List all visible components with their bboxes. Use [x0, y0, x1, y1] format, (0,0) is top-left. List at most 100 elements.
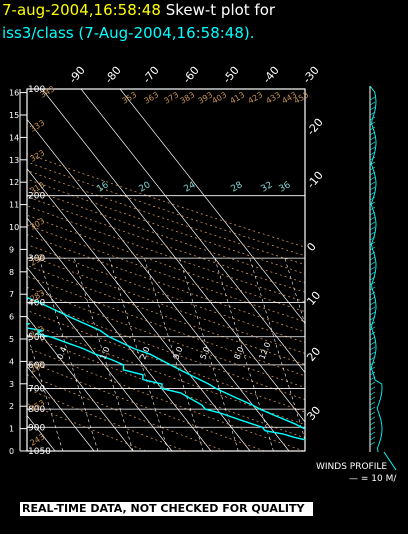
- dry-adiabat-line: [27, 264, 305, 365]
- mixing-ratio-label: 20: [138, 180, 153, 195]
- mixing-ratio-line: [249, 258, 305, 441]
- wind-barb: [369, 126, 376, 131]
- height-label: 9: [9, 245, 14, 254]
- wind-barb: [369, 361, 376, 366]
- wind-barb: [369, 406, 376, 411]
- dry-adiabat-line: [27, 224, 305, 323]
- title-subtitle: iss3/class (7-Aug-2004,16:58:48).: [2, 24, 255, 42]
- theta-label-top: 403: [211, 90, 229, 105]
- mixing-ratio-line: [38, 258, 99, 451]
- theta-label-left: 323: [29, 148, 47, 163]
- wind-barb: [369, 221, 376, 226]
- theta-label-top: 383: [179, 90, 197, 105]
- wind-profile-scale: — = 10 M/: [349, 474, 397, 484]
- wind-barb: [369, 326, 376, 331]
- wind-barb: [369, 271, 376, 276]
- wind-barb: [369, 366, 376, 371]
- pressure-label: 500: [28, 333, 45, 343]
- wind-barb: [369, 246, 376, 251]
- wind-barb: [369, 401, 376, 406]
- top-temp-label: -50: [220, 64, 242, 86]
- dry-adiabat-line: [27, 254, 305, 354]
- height-label: 5: [9, 335, 14, 344]
- wind-barb: [369, 296, 376, 301]
- height-label: 3: [9, 380, 14, 389]
- wind-profile-title: WINDS PROFILE: [316, 462, 388, 472]
- wind-barb: [369, 276, 376, 281]
- wind-surface-barb: [383, 451, 397, 471]
- wind-barb: [369, 301, 376, 306]
- label-layer: 1002003004005006007008009001050012345678…: [9, 64, 326, 457]
- top-temp-label: -40: [260, 64, 282, 86]
- wind-barb: [369, 316, 376, 321]
- wind-barb: [369, 171, 376, 176]
- isotherm-line: [41, 89, 305, 423]
- pressure-label: 200: [28, 192, 45, 202]
- plot-frame: [26, 88, 306, 452]
- height-label: 16: [9, 89, 19, 98]
- wind-barb: [369, 186, 376, 191]
- theta-label-top: 453: [293, 90, 311, 105]
- quality-banner: REAL-TIME DATA, NOT CHECKED FOR QUALITY: [20, 502, 313, 516]
- wind-barb: [369, 236, 376, 241]
- wind-barb: [369, 371, 376, 376]
- height-label: 2: [9, 402, 14, 411]
- height-label: 10: [9, 223, 19, 232]
- temperature-trace: [27, 296, 305, 430]
- wind-trace: [369, 85, 383, 453]
- pressure-label: 700: [28, 385, 45, 395]
- height-label: 1: [9, 425, 14, 434]
- wind-barb: [369, 181, 376, 186]
- isotherm-line: [27, 316, 134, 451]
- wind-barb: [369, 226, 376, 231]
- wind-barb: [369, 306, 376, 311]
- top-temp-label: -80: [102, 64, 124, 86]
- wind-barb: [369, 101, 376, 106]
- right-temp-label: 20: [304, 345, 323, 364]
- wind-barb: [369, 291, 376, 296]
- pressure-label: 800: [28, 405, 45, 415]
- dry-adiabat-line: [27, 275, 305, 377]
- height-label: 8: [9, 268, 14, 277]
- wind-barb: [369, 441, 376, 446]
- wind-barb: [369, 166, 376, 171]
- wind-barb: [369, 241, 376, 246]
- wind-barb: [369, 111, 376, 116]
- wind-barb: [369, 421, 376, 426]
- dry-adiabat-line: [27, 187, 305, 284]
- dry-adiabat-line: [27, 153, 305, 248]
- wind-barb: [369, 231, 376, 236]
- pressure-label: 900: [28, 423, 45, 433]
- height-label: 7: [9, 290, 14, 299]
- wind-barb: [369, 96, 376, 101]
- wind-barb: [369, 211, 376, 216]
- pressure-label: 1050: [28, 447, 51, 457]
- wind-barb: [369, 356, 376, 361]
- mixing-ratio-line: [144, 258, 204, 451]
- height-label: 4: [9, 357, 14, 366]
- isotherm-line: [27, 266, 173, 451]
- mixing-ratio-low-label: 12.0: [258, 341, 273, 361]
- pressure-label: 400: [28, 298, 45, 308]
- top-temp-label: -90: [66, 64, 88, 86]
- mixing-ratio-low-label: 8.0: [233, 346, 246, 361]
- wind-barb: [369, 176, 376, 181]
- height-label: 12: [9, 178, 19, 187]
- mixing-ratio-label: 32: [260, 180, 275, 194]
- mixing-ratio-label: 16: [96, 180, 111, 195]
- dry-adiabat-line: [27, 388, 186, 451]
- wind-barb: [369, 251, 376, 256]
- height-label: 11: [9, 201, 19, 210]
- wind-barb: [369, 151, 376, 156]
- mixing-ratio-line: [179, 258, 239, 451]
- wind-barb: [369, 281, 376, 286]
- wind-barb: [369, 266, 376, 271]
- mixing-ratio-label: 28: [230, 180, 245, 195]
- mixing-ratio-low-label: 5.0: [199, 346, 212, 361]
- wind-barb: [369, 386, 376, 391]
- theta-label-left: 243: [29, 432, 47, 447]
- mixing-ratio-label: 36: [278, 180, 293, 195]
- wind-profile: [369, 85, 397, 471]
- wind-barb: [369, 336, 376, 341]
